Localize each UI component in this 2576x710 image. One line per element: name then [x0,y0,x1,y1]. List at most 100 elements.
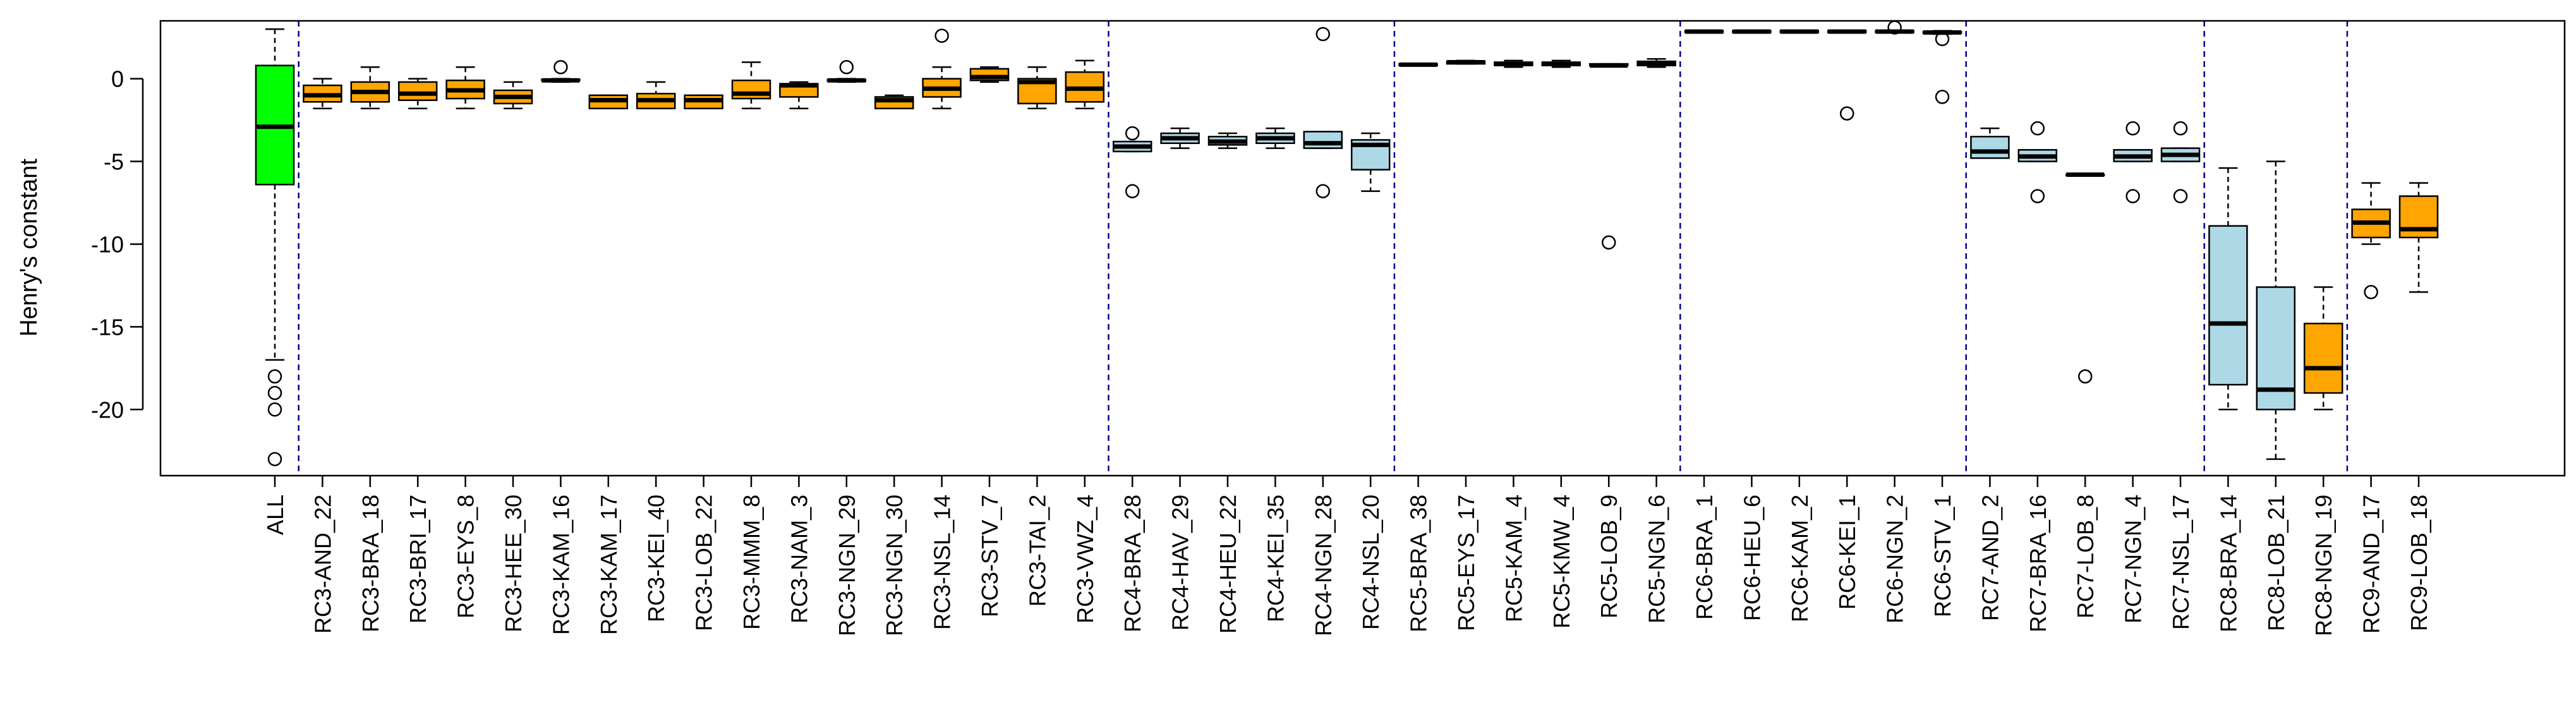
y-tick-label: -5 [104,149,124,175]
outlier-point [2173,189,2188,203]
box-rc9-and-17 [2351,182,2391,299]
iqr-box [1303,131,1343,149]
box-rc5-eys-17 [1446,59,1486,65]
y-tick-label: -20 [91,397,124,423]
box-rc4-ngn-28 [1303,27,1343,198]
x-tick-label: RC3-LOB_22 [691,495,717,631]
box-rc4-kei-35 [1255,127,1295,149]
box-rc7-lob-8 [2065,172,2105,384]
x-tick-label: RC4-NGN_28 [1310,495,1336,636]
outlier-point [1935,32,1950,47]
box-rc3-ngn-30 [874,94,914,110]
box-rc3-kam-17 [588,94,629,110]
x-tick-label: RC3-NGN_29 [834,495,860,636]
box-rc5-kam-4 [1494,59,1533,68]
x-tick-label: RC5-NGN_6 [1644,495,1670,623]
outlier-point [1601,235,1616,250]
x-tick-label: RC4-KEI_35 [1262,495,1288,622]
box-rc6-stv-1 [1922,30,1962,104]
box-rc3-bra-18 [350,66,390,110]
x-tick-label: RC6-NGN_2 [1882,495,1908,623]
x-tick-label: RC4-HEU_22 [1215,495,1241,634]
x-tick-label: RC8-LOB_21 [2263,495,2289,631]
x-tick-label: ALL [262,495,288,535]
outlier-point [267,402,282,417]
box-rc5-ngn-6 [1636,57,1676,68]
outlier-point [267,369,282,384]
x-tick-label: RC3-BRA_18 [358,495,384,632]
x-tick-label: RC3-NGN_30 [881,495,907,636]
box-rc6-kam-2 [1779,29,1820,34]
x-tick-labels: ALL RC3-AND_22 RC3-BRA_18 RC3-BRI_17 RC3-EYS… [262,476,2432,636]
outlier-point [267,452,282,467]
box-rc7-nsl-17 [2160,121,2201,203]
box-all [255,28,295,467]
box-rc5-lob-9 [1588,63,1629,250]
x-tick-label: RC6-HEU_6 [1739,495,1765,621]
outlier-point [1839,106,1854,121]
box-rc9-lob-18 [2398,182,2439,293]
box-rc4-nsl-20 [1350,132,1391,192]
box-series [255,20,2439,467]
outlier-point [934,28,949,43]
x-tick-label: RC3-KAM_17 [596,495,622,635]
box-rc6-kei-1 [1827,29,1867,121]
box-rc6-ngn-2 [1875,20,1914,35]
plot-frame [159,20,2566,477]
y-tick-label: 0 [111,66,124,92]
x-tick-label: RC5-EYS_17 [1453,495,1479,631]
outlier-point [2030,121,2045,136]
x-tick-label: RC4-NSL_20 [1358,495,1384,630]
x-tick-label: RC8-NGN_19 [2311,495,2337,636]
outlier-point [1125,126,1140,141]
box-rc3-and-22 [303,78,342,110]
box-rc3-hee-30 [493,81,533,110]
x-tick-label: RC5-KAM_4 [1501,495,1527,622]
box-rc3-nsl-14 [922,28,962,110]
x-tick-label: RC3-VWZ_4 [1072,495,1098,623]
x-tick-label: RC3-BRI_17 [405,495,431,623]
x-tick-label: RC5-BRA_38 [1406,495,1432,632]
outlier-point [2173,121,2188,136]
x-tick-label: RC8-BRA_14 [2215,495,2241,632]
x-tick-label: RC3-NSL_14 [929,495,955,630]
x-tick-label: RC3-NAM_3 [786,495,812,623]
outlier-point [2030,189,2045,203]
outlier-point [1935,90,1950,104]
outlier-point [2364,285,2378,299]
box-rc8-ngn-19 [2303,286,2343,411]
x-tick-label: RC3-EYS_8 [453,495,479,618]
x-tick-label: RC7-LOB_8 [2072,495,2098,618]
iqr-box [397,81,438,101]
box-rc8-bra-14 [2208,167,2248,411]
box-rc5-bra-38 [1398,62,1438,67]
outlier-point [267,385,282,400]
x-tick-label: RC6-STV_1 [1930,495,1956,617]
x-tick-label: RC7-NSL_17 [2168,495,2194,630]
y-tick-label: -15 [91,314,124,340]
outlier-point [1315,184,1331,198]
x-tick-label: RC3-STV_7 [977,495,1003,617]
y-axis: 0 -5 -10 -15 -20 [91,66,144,423]
outlier-point [2077,369,2093,384]
box-rc3-ngn-29 [826,60,867,83]
box-rc3-eys-8 [445,66,485,110]
y-axis-title: Henry's constant [16,159,42,337]
x-tick-label: RC7-NGN_4 [2120,495,2146,623]
box-rc3-tai-2 [1017,66,1057,110]
x-tick-label: RC3-MMM_8 [739,495,765,630]
iqr-box [731,80,771,100]
x-tick-label: RC5-LOB_9 [1596,495,1622,618]
box-rc7-bra-16 [2017,121,2058,203]
y-tick-label: -10 [91,231,124,257]
x-tick-label: RC4-BRA_28 [1120,495,1146,632]
box-rc6-heu-6 [1732,29,1772,34]
iqr-box [2208,225,2248,386]
box-rc3-kam-16 [541,60,581,83]
outlier-point [553,60,568,75]
box-rc5-kmw-4 [1541,59,1581,68]
box-rc3-nam-3 [779,81,819,110]
x-tick-label: RC7-BRA_16 [2025,495,2051,632]
x-tick-label: RC6-BRA_1 [1691,495,1717,620]
iqr-box [2303,322,2343,394]
